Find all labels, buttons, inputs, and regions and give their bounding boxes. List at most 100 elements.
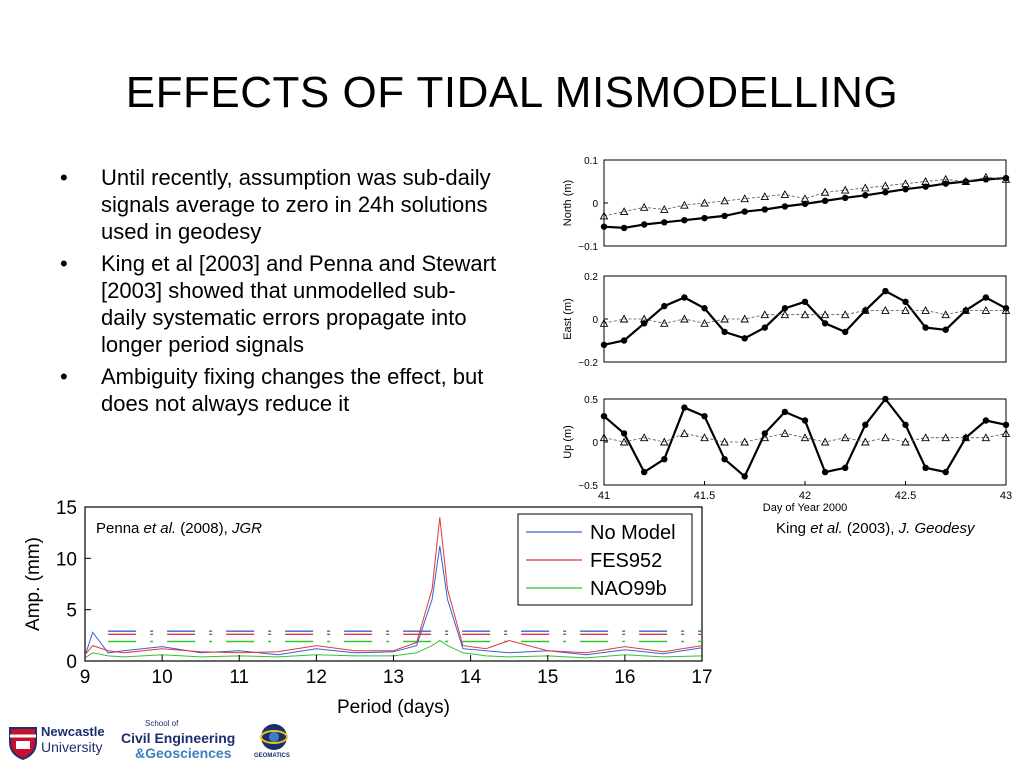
data-point (982, 176, 990, 183)
data-point (700, 318, 709, 327)
data-point (701, 413, 708, 420)
bullet-text: Until recently, assumption was sub-daily… (101, 165, 491, 244)
x-tick-label: 15 (537, 667, 558, 688)
data-point (661, 302, 668, 310)
bullet-marker: • (60, 251, 68, 276)
caption-etal: et al. (810, 520, 843, 537)
data-point (600, 341, 608, 348)
data-point (821, 468, 829, 476)
data-point (982, 294, 990, 301)
data-point (619, 314, 629, 323)
data-point (800, 194, 810, 203)
data-point (840, 185, 850, 194)
data-point (881, 181, 890, 190)
panel-north: 0.1 0 −0.1 North (m) (562, 156, 1011, 253)
data-point (820, 437, 830, 446)
caption-penna: Penna et al. (2008), JGR (96, 520, 262, 537)
data-point (641, 468, 648, 476)
data-point (941, 433, 950, 442)
data-point (780, 310, 790, 319)
data-point (760, 310, 770, 319)
caption-etal: et al. (143, 520, 177, 537)
data-point (781, 203, 789, 210)
y-axis-label: North (m) (562, 180, 574, 226)
data-point (620, 224, 628, 232)
data-point (902, 421, 909, 428)
x-axis-label: Period (days) (337, 697, 450, 718)
y-tick-label: 0.5 (584, 395, 598, 406)
data-point (861, 183, 870, 192)
data-point (942, 180, 949, 187)
caption-journal: J. Geodesy (898, 520, 975, 537)
data-point (961, 177, 971, 185)
data-point (760, 192, 770, 200)
shield-icon (9, 727, 37, 760)
bullet-item: • King et al [2003] and Penna and Stewart… (58, 250, 498, 358)
data-point (780, 428, 790, 437)
y-tick-label: 0 (592, 438, 598, 449)
y-axis-label: Up (m) (562, 425, 574, 459)
geomatics-logo: GEOMATICS (254, 722, 294, 762)
data-point (942, 326, 949, 333)
data-point (741, 208, 748, 215)
data-point (721, 328, 728, 336)
data-point (721, 456, 728, 463)
y-tick-label: −0.2 (578, 358, 598, 369)
slide-title: EFFECTS OF TIDAL MISMODELLING (125, 68, 899, 117)
y-tick-label: −0.1 (578, 242, 598, 253)
data-point (620, 430, 628, 437)
data-point (740, 194, 749, 203)
bullet-marker: • (60, 165, 68, 190)
data-point (600, 413, 608, 420)
x-tick-label: 41 (598, 490, 610, 502)
data-point (921, 433, 930, 442)
x-tick-label: 17 (691, 667, 712, 688)
data-point (881, 433, 890, 442)
data-point (1001, 305, 1011, 314)
data-point (740, 437, 749, 446)
x-tick-label: 10 (152, 667, 173, 688)
bullet-marker: • (60, 364, 68, 389)
data-point (840, 433, 850, 442)
data-point (760, 433, 770, 442)
data-point (982, 417, 990, 424)
caption-author: King (776, 520, 811, 537)
y-tick-label: 5 (66, 601, 77, 622)
data-point (881, 305, 890, 314)
x-tick-label: 41.5 (694, 490, 715, 502)
data-point (861, 305, 870, 314)
caption-author: Penna (96, 520, 144, 537)
legend: No Model FES952 NAO99b (517, 513, 693, 606)
data-point (840, 310, 850, 319)
data-point (821, 197, 829, 205)
caption-year: (2003), (842, 520, 899, 537)
data-point (680, 314, 689, 323)
data-point (639, 433, 649, 442)
data-point (801, 417, 809, 424)
data-point (781, 305, 789, 312)
data-point (820, 310, 830, 319)
data-point (720, 196, 729, 205)
data-point (901, 179, 910, 188)
data-point (921, 177, 930, 185)
data-point (922, 324, 929, 331)
data-point (741, 335, 748, 342)
data-point (801, 298, 809, 305)
data-point (661, 219, 668, 226)
data-point (961, 433, 971, 442)
y-tick-label: 10 (56, 549, 77, 570)
data-point (901, 437, 910, 446)
y-tick-label: 0 (592, 315, 598, 326)
newcastle-logo: Newcastle University (8, 724, 118, 760)
data-point (861, 437, 870, 446)
data-point (820, 187, 830, 196)
data-point (901, 305, 910, 314)
data-point (800, 310, 810, 319)
data-point (741, 473, 748, 480)
y-tick-label: −0.5 (578, 481, 598, 492)
data-point (921, 305, 930, 314)
legend-label: NAO99b (590, 578, 667, 600)
bullet-item: • Until recently, assumption was sub-dail… (58, 164, 498, 245)
data-point (680, 428, 689, 437)
data-point (821, 320, 829, 327)
